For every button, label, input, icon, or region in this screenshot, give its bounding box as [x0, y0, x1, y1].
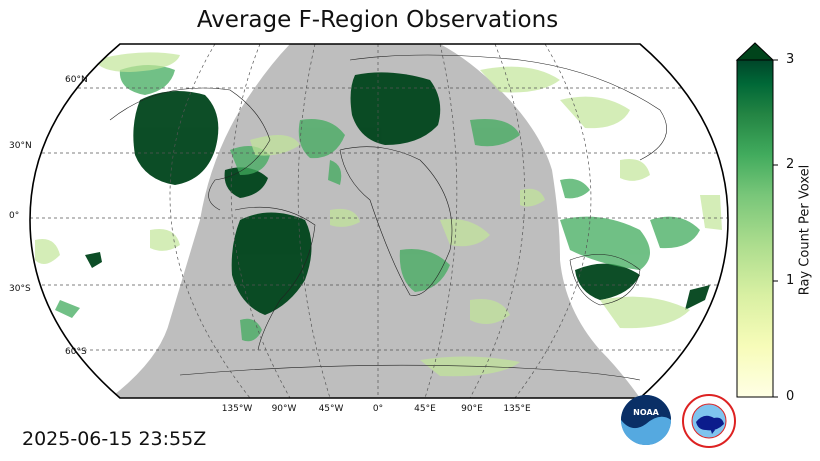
colorbar-extend-arrow [735, 42, 775, 61]
lon-label-90e: 90°E [461, 404, 483, 414]
lon-label-135e: 135°E [503, 404, 531, 414]
lat-label-60s: 60°S [65, 347, 87, 357]
lat-label-30n: 30°N [9, 141, 32, 151]
lon-label-90w: 90°W [271, 404, 297, 414]
colorbar-tick-2: 2 [786, 157, 795, 172]
coastlines [109, 54, 667, 381]
colorbar [735, 42, 778, 398]
svg-text:NOAA: NOAA [633, 408, 659, 417]
timestamp: 2025-06-15 23:55Z [22, 428, 207, 450]
lat-label-30s: 30°S [9, 284, 31, 294]
lat-label-0: 0° [9, 211, 20, 221]
colorbar-label: Ray Count Per Voxel [797, 164, 813, 296]
colorbar-tick-0: 0 [786, 389, 795, 404]
noaa-logo: NOAA [621, 395, 671, 445]
lon-label-0: 0° [372, 404, 384, 414]
lon-label-45w: 45°W [318, 404, 344, 414]
colorbar-tick-3: 3 [786, 52, 795, 67]
lon-label-45e: 45°E [414, 404, 436, 414]
gridlines [30, 44, 728, 398]
lon-label-135w: 135°W [221, 404, 253, 414]
chart-title: Average F-Region Observations [196, 7, 559, 33]
observation-density-high [85, 72, 710, 315]
lat-label-60n: 60°N [65, 75, 88, 85]
colorbar-tick-1: 1 [786, 273, 795, 288]
nws-logo [682, 394, 736, 448]
